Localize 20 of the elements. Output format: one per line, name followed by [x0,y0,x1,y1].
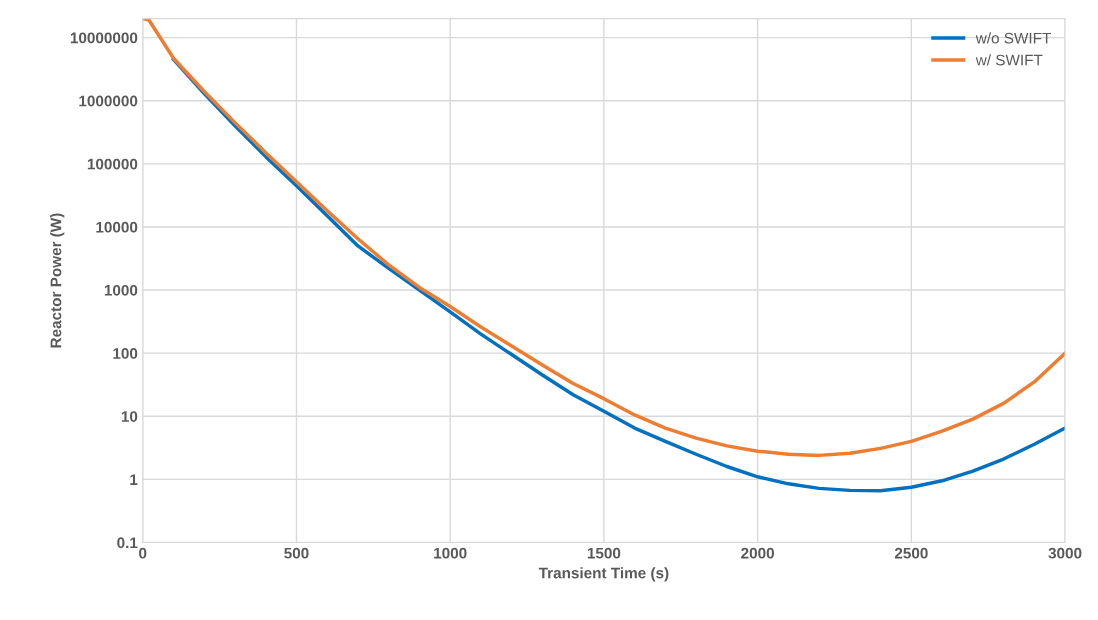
y-tick-label: 10 [121,411,138,422]
x-tick-label: 2500 [894,547,928,559]
legend-label: w/o SWIFT [975,32,1051,44]
y-tick-label: 10000 [96,221,138,233]
y-tick-label: 100000 [87,158,138,170]
y-tick-label: 100 [113,348,138,359]
x-tick-label: 0 [139,547,147,559]
x-axis-title: Transient Time (s) [538,567,669,582]
y-tick-label: 1 [130,474,138,485]
legend-label: w/ SWIFT [975,54,1043,66]
x-tick-label: 3000 [1048,547,1082,559]
x-tick-label: 1500 [587,547,621,559]
y-tick-label: 1000 [104,284,138,296]
x-tick-label: 1000 [434,547,467,559]
y-axis-title: Reactor Power (W) [50,213,65,348]
y-tick-label: 10000000 [70,32,138,44]
x-tick-label: 2000 [741,547,774,559]
y-tick-label: 0.1 [117,537,138,549]
x-tick-label: 500 [284,547,309,559]
y-tick-label: 1000000 [79,95,138,107]
